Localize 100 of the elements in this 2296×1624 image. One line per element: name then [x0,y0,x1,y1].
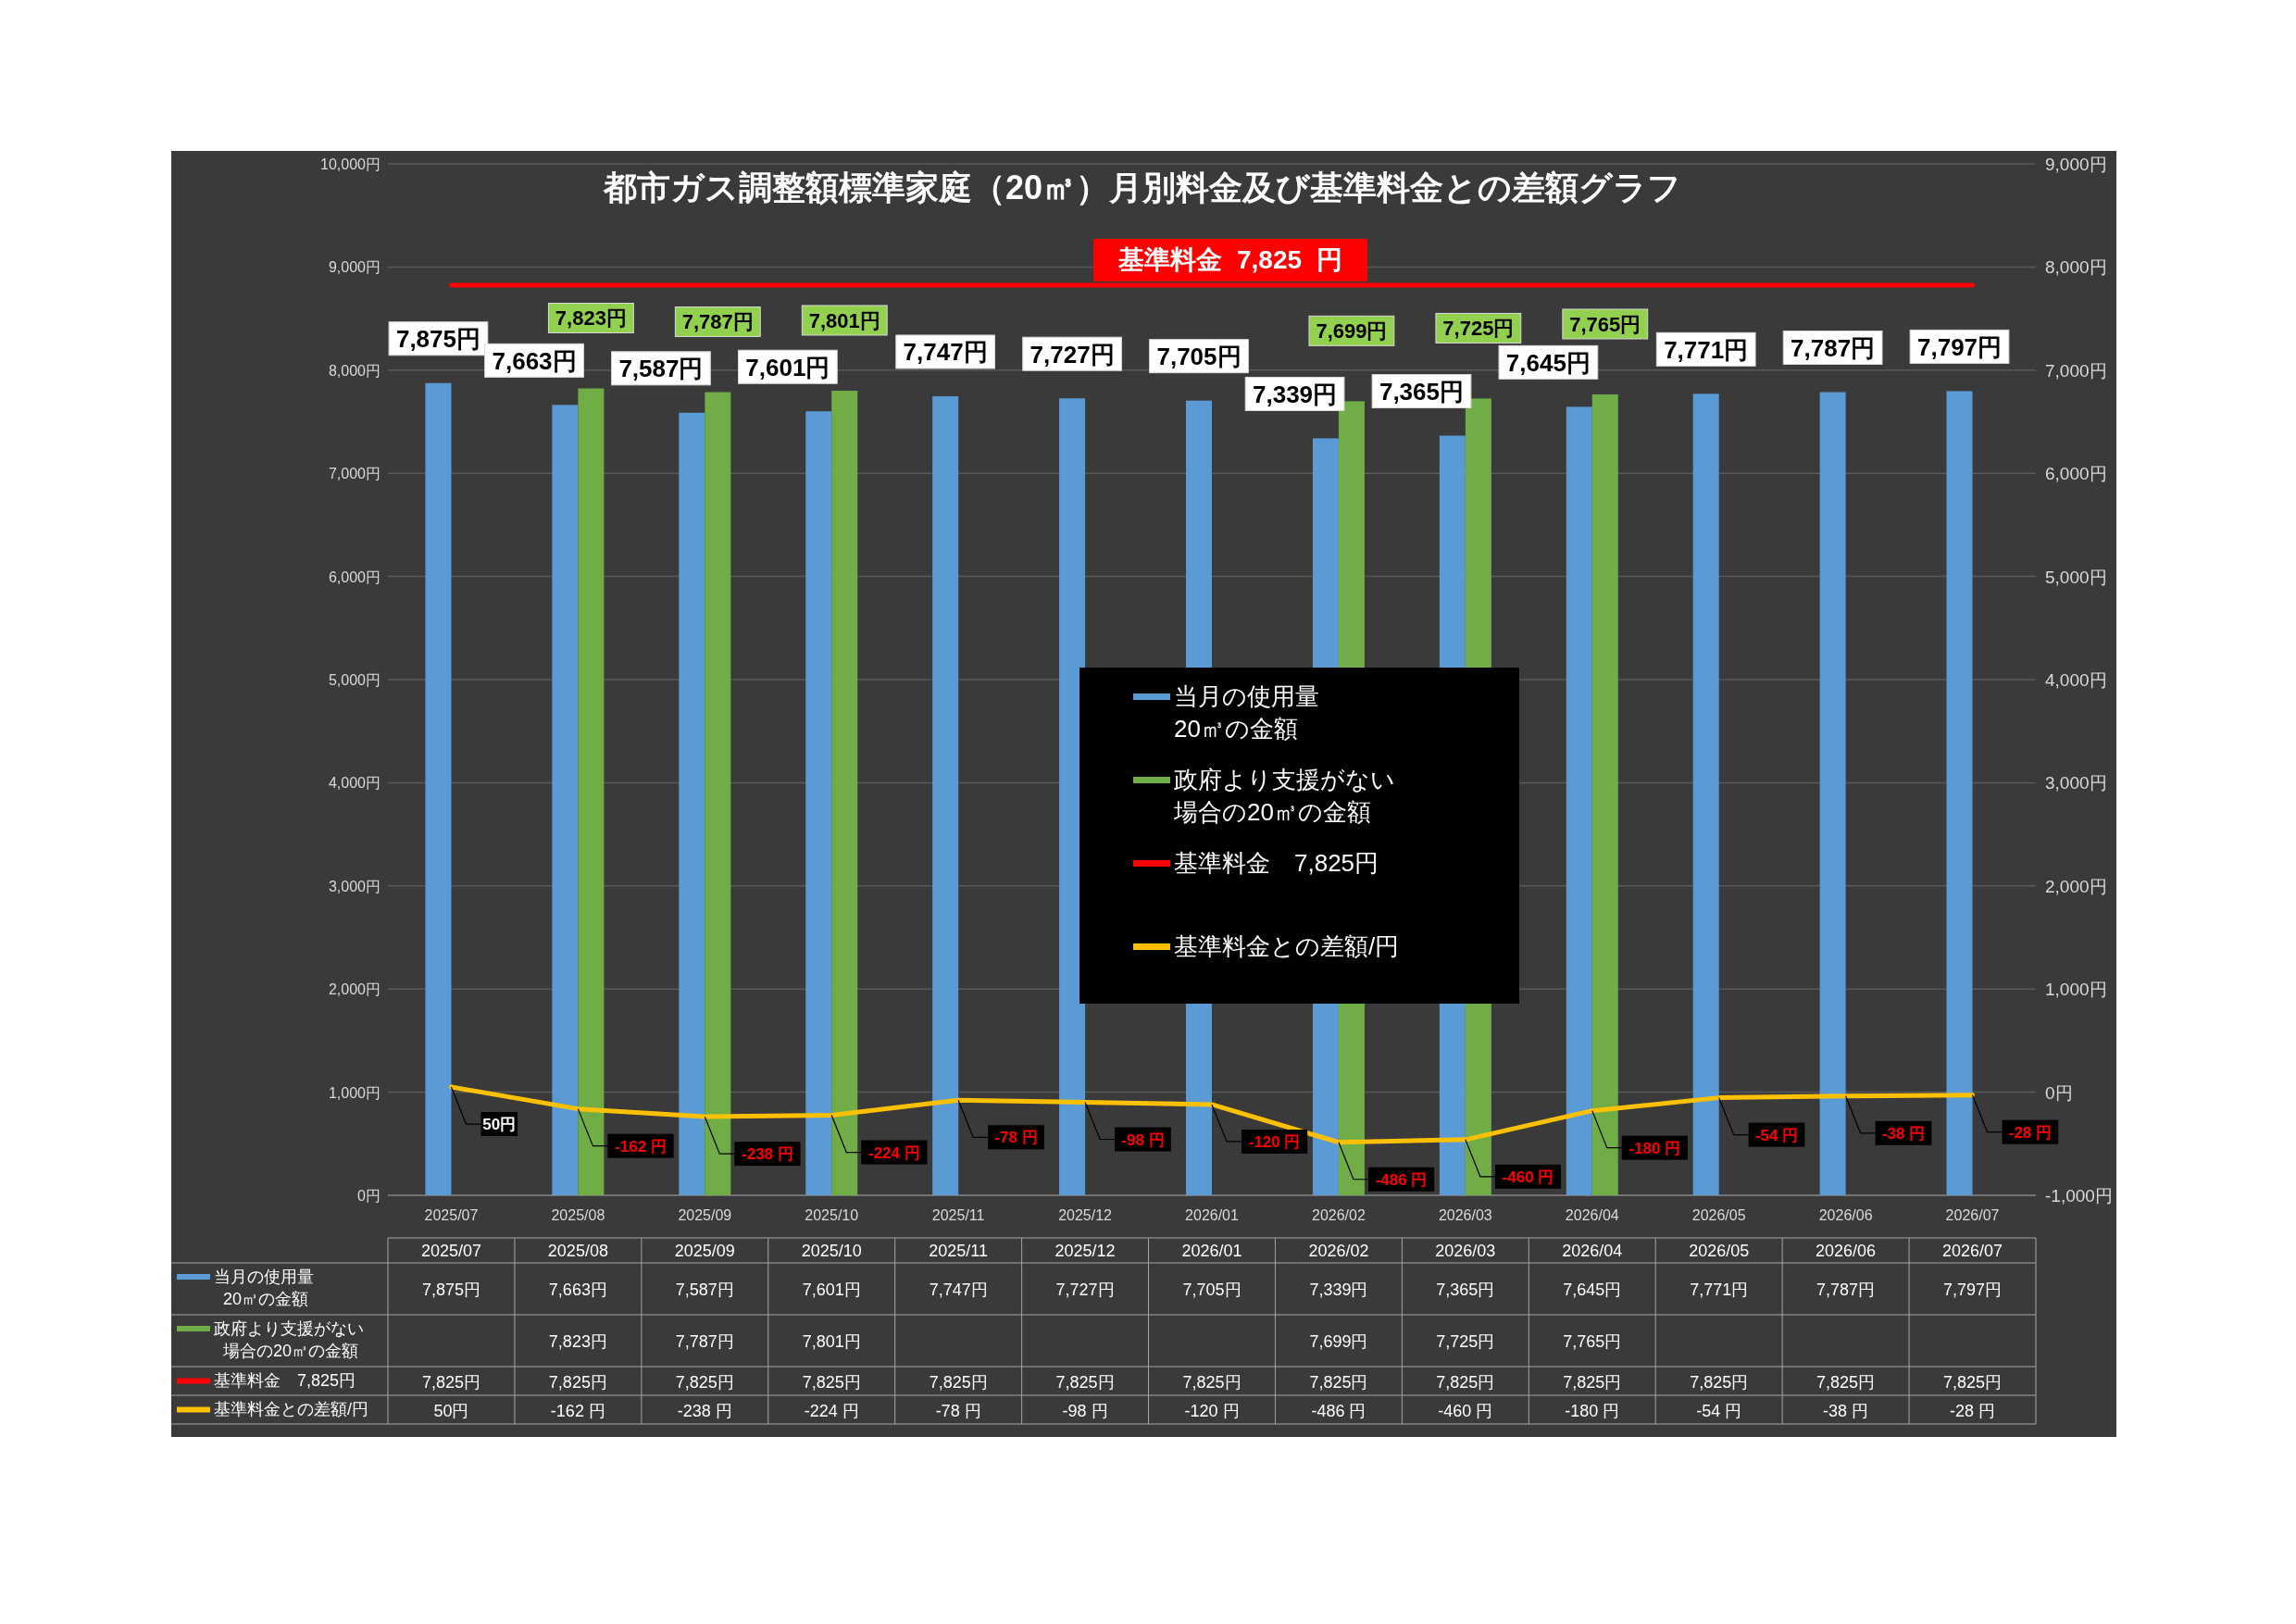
text: -238 円 [742,1145,793,1164]
y2-tick-label: 0円 [2045,1082,2073,1103]
text: -28 円 [2008,1123,2053,1142]
data-label: 7,587円 [675,1280,734,1299]
category-label: 2026/03 [1435,1242,1496,1260]
data-label: 7,825円 [1309,1372,1368,1392]
data-label: 7,801円 [802,1332,861,1351]
data-label: -238 円 [677,1401,732,1420]
x-tick-label: 2026/07 [1945,1207,2000,1223]
data-label: 7,825円 [1816,1372,1876,1392]
category-label: 2026/05 [1689,1242,1750,1260]
text: -486 円 [1375,1170,1428,1189]
category-label: 2026/06 [1816,1242,1877,1260]
data-label: 7,771円 [1690,1280,1749,1299]
text: 7,601円 [745,353,830,381]
data-label: 7,825円 [1690,1372,1749,1392]
text: 50円 [482,1116,517,1134]
legend-label: 基準料金 7,825円 [1174,849,1379,877]
data-label: 7,825円 [1943,1372,2003,1392]
text: 7,875円 [395,325,480,354]
data-label: -460 円 [1438,1401,1493,1420]
x-tick-label: 2026/01 [1185,1207,1240,1223]
data-label: 7,765円 [1563,1332,1622,1351]
category-label: 2025/11 [929,1242,989,1260]
data-label: 7,663円 [548,1280,607,1299]
category-label: 2026/07 [1942,1242,2003,1260]
legend-label: 基準料金との差額/円 [1174,932,1400,960]
y-tick-label: 8,000円 [328,362,381,379]
text: 7,699円 [1316,319,1388,344]
data-label: -54 円 [1696,1401,1742,1420]
data-label: 7,823円 [548,1332,607,1351]
data-label: 7,645円 [1563,1280,1622,1299]
y-tick-label: 3,000円 [328,878,381,894]
category-label: 2026/04 [1562,1242,1623,1260]
text: -180 円 [1628,1139,1681,1157]
x-tick-label: 2025/08 [551,1207,605,1223]
y2-tick-label: 1,000円 [2045,980,2107,1000]
data-label: 7,601円 [802,1280,861,1299]
text: -78 円 [994,1129,1038,1147]
y2-tick-label: 9,000円 [2045,155,2107,174]
y-tick-label: 4,000円 [328,775,381,792]
data-label: 7,727円 [1055,1280,1115,1299]
category-label: 2025/12 [1054,1242,1116,1260]
x-tick-label: 2025/07 [424,1207,479,1223]
text: -162 円 [615,1137,667,1156]
category-label: 2025/07 [420,1242,481,1260]
y2-tick-label: 3,000円 [2045,773,2107,793]
text: -224 円 [867,1143,920,1162]
data-label: 7,825円 [1182,1372,1242,1392]
text: 7,705円 [1156,343,1242,371]
data-label: -78 円 [935,1401,981,1420]
data-label: -180 円 [1565,1401,1620,1420]
data-label: 7,797円 [1943,1280,2003,1299]
data-label: -486 円 [1311,1401,1366,1420]
data-label: 7,339円 [1309,1280,1368,1299]
text: 7,725円 [1442,317,1515,341]
x-tick-label: 2026/06 [1818,1207,1873,1223]
category-label: 2025/08 [547,1242,608,1260]
category-label: 2026/01 [1181,1242,1242,1260]
category-label: 2026/02 [1308,1242,1369,1260]
data-label: 7,825円 [1436,1372,1495,1392]
x-tick-label: 2026/05 [1691,1207,1746,1223]
text: 7,787円 [681,310,754,334]
text: -120 円 [1248,1133,1301,1152]
data-label: 7,725円 [1436,1332,1495,1351]
y-tick-label: 2,000円 [328,981,381,998]
text: 7,645円 [1505,348,1591,377]
data-label: 7,825円 [548,1372,607,1392]
data-label: 7,705円 [1182,1280,1242,1299]
category-label: 2025/09 [674,1242,735,1260]
x-tick-label: 2025/12 [1058,1207,1113,1223]
y2-tick-label: 2,000円 [2045,876,2107,896]
data-label: -224 円 [804,1401,859,1420]
data-label: 7,825円 [421,1372,480,1392]
data-label: 7,825円 [802,1372,861,1392]
data-label: 7,787円 [675,1332,734,1351]
data-label: -120 円 [1184,1401,1240,1420]
data-label: 7,825円 [1055,1372,1115,1392]
data-label: 7,825円 [929,1372,988,1392]
text: 7,823円 [555,306,627,331]
x-tick-label: 2025/10 [805,1207,859,1223]
text: 7,365円 [1379,377,1465,406]
data-label: -98 円 [1062,1401,1108,1420]
data-label: 7,699円 [1309,1332,1368,1351]
text: -54 円 [1754,1126,1799,1144]
text: 7,787円 [1791,333,1876,362]
y-tick-label: 7,000円 [328,466,381,482]
text: 7,587円 [618,355,704,383]
y2-tick-label: 5,000円 [2045,567,2107,587]
y-tick-label: 9,000円 [328,259,381,276]
text: 7,765円 [1569,312,1641,336]
y-tick-label: 6,000円 [328,568,381,585]
text: -38 円 [1881,1124,1926,1143]
text: -98 円 [1121,1131,1165,1149]
data-label: 7,875円 [421,1280,480,1299]
legend-label: 政府より支援がない場合の20㎥の金額 [1173,766,1395,826]
text: 7,727円 [1029,340,1115,369]
text: 7,771円 [1664,335,1749,364]
text: 7,663円 [492,346,577,375]
text: 7,747円 [903,338,988,367]
